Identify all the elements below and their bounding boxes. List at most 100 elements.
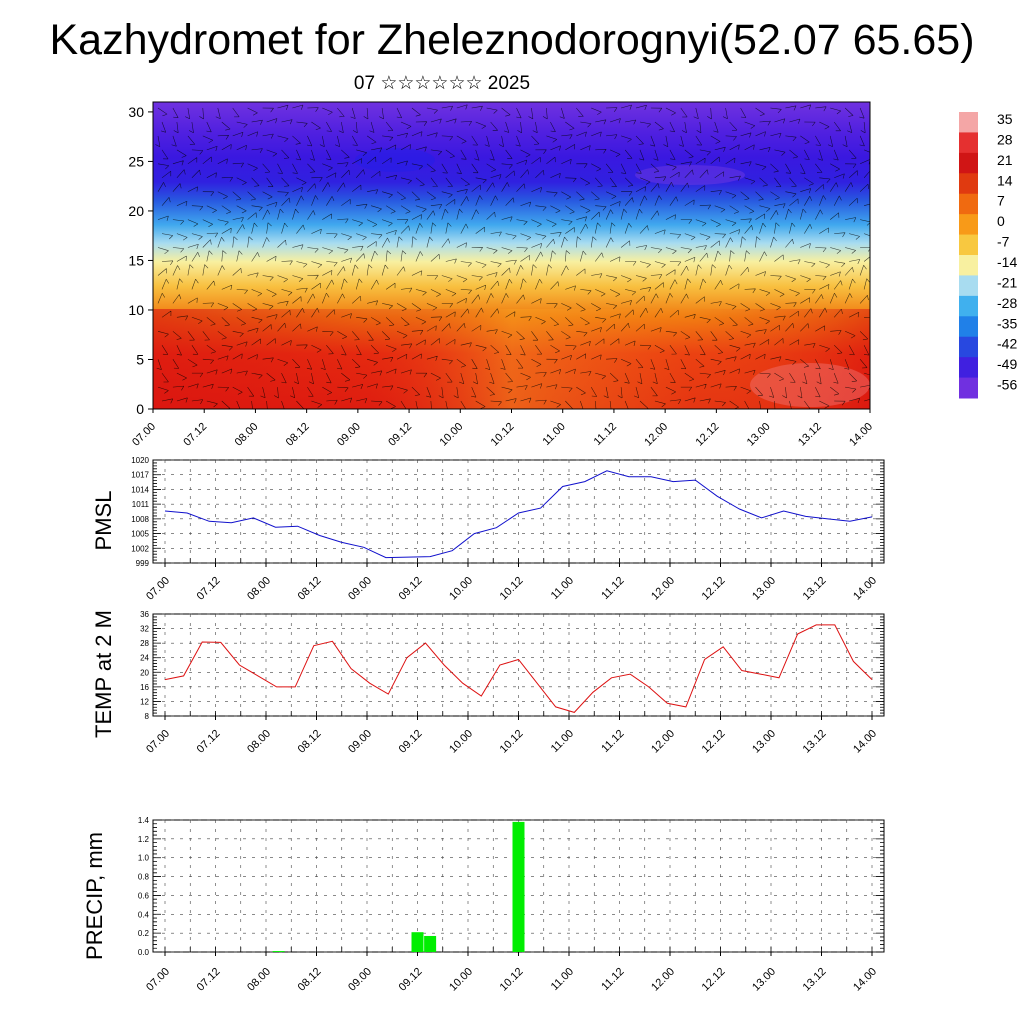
colorbar-label: 7 <box>997 193 1005 209</box>
temp-xtick-label: 13.00 <box>750 728 778 756</box>
pmsl-xtick-label: 10.00 <box>447 575 475 603</box>
pmsl-xtick-label: 07.00 <box>144 575 172 603</box>
precip-xtick-label: 13.12 <box>801 966 829 994</box>
heatmap-xtick-label: 10.12 <box>489 421 517 449</box>
temp-ytick-label: 32 <box>140 625 149 634</box>
precip-ylabel: PRECIP, mm <box>82 832 107 960</box>
colorbar-swatch <box>959 255 978 276</box>
colorbar-label: -21 <box>997 274 1017 290</box>
colorbar-label: -14 <box>997 254 1017 270</box>
temp-frame <box>152 613 885 717</box>
precip-xtick-label: 07.00 <box>144 966 172 994</box>
precip-xtick-label: 11.12 <box>599 966 626 993</box>
heatmap-xtick-label: 13.12 <box>796 421 824 449</box>
precip-ytick-label: 0.2 <box>138 929 150 938</box>
precip-ytick-label: 0.8 <box>138 873 150 882</box>
temp-ytick-label: 36 <box>140 610 149 619</box>
heatmap-xtick-label: 10.00 <box>437 421 465 449</box>
colorbar-label: -49 <box>997 356 1017 372</box>
temp-xtick-label: 08.00 <box>245 728 273 756</box>
heatmap-panel: 0 5 10 15 20 25 30 07.00 07.12 08.00 08.12 09.00 09.… <box>128 101 875 449</box>
colorbar-swatch <box>959 275 978 297</box>
precip-panel: 0.0 0.2 0.4 0.6 0.8 1.0 1.2 1.4 07.00 07.12 08.00 0… <box>82 816 885 994</box>
temp-minor-ticks <box>153 613 884 717</box>
precip-xtick-label: 09.12 <box>397 966 425 994</box>
temp-xtick-label: 09.00 <box>346 728 374 756</box>
pmsl-xtick-label: 11.12 <box>599 575 626 602</box>
colorbar-swatch <box>959 214 978 236</box>
pmsl-ytick-label: 1008 <box>131 515 149 524</box>
precip-xtick-label: 10.12 <box>498 966 526 994</box>
pmsl-ytick-label: 1017 <box>131 471 149 480</box>
heatmap-xtick-label: 14.00 <box>847 421 875 449</box>
pmsl-xtick-label: 11.00 <box>549 575 576 602</box>
temp-xtick-label: 11.12 <box>599 728 626 755</box>
temp-xtick-label: 09.12 <box>397 728 425 756</box>
colorbar-label: -56 <box>997 377 1017 393</box>
precip-xtick-label: 08.12 <box>296 966 324 994</box>
colorbar-swatch <box>959 295 978 317</box>
temp-xtick-label: 10.00 <box>447 728 475 756</box>
temp-xtick-label: 12.12 <box>700 728 728 756</box>
pmsl-xtick-label: 13.00 <box>750 575 778 603</box>
pmsl-xtick-label: 12.00 <box>649 575 677 603</box>
colorbar-swatch <box>959 112 978 133</box>
colorbar-label: 28 <box>997 131 1013 147</box>
precip-xtick-label: 14.00 <box>851 966 879 994</box>
colorbar-swatch <box>959 316 978 338</box>
heatmap-ytick-label: 20 <box>128 203 144 219</box>
precip-grid <box>153 819 884 953</box>
precip-xtick-label: 11.00 <box>549 966 576 993</box>
colorbar: 35 28 21 14 7 0 -7 -14 -21 -28 -35 -42 -49 -56 <box>959 111 1017 399</box>
precip-ytick-label: 0.6 <box>138 891 150 900</box>
pmsl-xtick-label: 08.00 <box>245 575 273 603</box>
pmsl-frame <box>152 459 885 564</box>
precip-xtick-label: 09.00 <box>346 966 374 994</box>
precip-xtick-label: 13.00 <box>750 966 778 994</box>
heatmap-xtick-label: 08.00 <box>233 421 261 449</box>
pmsl-xtick-label: 10.12 <box>498 575 526 603</box>
colorbar-label: 0 <box>997 213 1005 229</box>
precip-xtick-label: 07.12 <box>195 966 223 994</box>
colorbar-label: 14 <box>997 172 1013 188</box>
pmsl-ytick-label: 1020 <box>131 456 149 465</box>
precip-bar <box>411 932 424 952</box>
heatmap-xtick-label: 12.12 <box>694 421 722 449</box>
temp-xtick-label: 07.00 <box>144 728 172 756</box>
temp-ytick-label: 28 <box>140 639 149 648</box>
precip-ytick-label: 0.0 <box>138 948 150 957</box>
colorbar-swatch <box>959 132 978 154</box>
heatmap-ytick-label: 10 <box>128 302 144 318</box>
temp-xtick-label: 13.12 <box>801 728 829 756</box>
precip-ytick-label: 1.2 <box>138 835 150 844</box>
precip-xtick-label: 12.12 <box>700 966 728 994</box>
heatmap-xtick-label: 07.00 <box>130 421 158 449</box>
pmsl-minor-ticks <box>153 459 884 564</box>
heatmap-xtick-label: 11.12 <box>592 421 619 448</box>
temp-ylabel: TEMP at 2 M <box>91 610 116 738</box>
temp-xtick-label: 14.00 <box>851 728 879 756</box>
heatmap-ytick-label: 0 <box>136 401 144 417</box>
temp-series-line <box>164 624 873 713</box>
page-subtitle: 07 ☆☆☆☆☆☆ 2025 <box>353 73 531 94</box>
warm-core <box>750 363 870 407</box>
pmsl-ytick-label: 1014 <box>131 485 149 494</box>
heatmap-xtick-label: 07.12 <box>181 421 209 449</box>
pmsl-xtick-label: 08.12 <box>296 575 324 603</box>
cold-core-2 <box>635 165 745 185</box>
temp-ytick-label: 8 <box>145 712 150 721</box>
warm-layer <box>153 309 870 409</box>
colorbar-label: -42 <box>997 336 1017 352</box>
heatmap-xtick-label: 12.00 <box>642 421 670 449</box>
heatmap-xtick-label: 08.12 <box>284 421 312 449</box>
heatmap-ytick-label: 5 <box>136 351 144 367</box>
precip-ytick-label: 0.4 <box>138 910 150 919</box>
temp-xtick-label: 07.12 <box>195 728 223 756</box>
colorbar-swatch <box>959 377 978 399</box>
colorbar-label: -28 <box>997 295 1017 311</box>
pmsl-xtick-label: 07.12 <box>195 575 223 603</box>
precip-bar <box>272 951 285 952</box>
heatmap-overlay <box>153 104 870 409</box>
cold-core <box>355 148 435 172</box>
